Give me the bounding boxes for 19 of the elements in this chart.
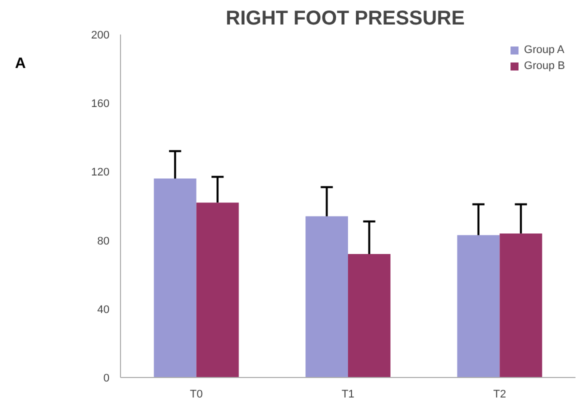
bar bbox=[457, 235, 500, 378]
y-tick-label: 120 bbox=[91, 166, 110, 179]
y-tick-label: 40 bbox=[97, 304, 110, 316]
y-tick-label: 80 bbox=[97, 235, 110, 248]
x-tick-label: T1 bbox=[342, 388, 354, 400]
legend-label: Group B bbox=[524, 60, 565, 72]
y-tick-label: 200 bbox=[91, 30, 110, 42]
bar bbox=[154, 178, 196, 378]
x-tick-label: T2 bbox=[493, 388, 506, 400]
y-tick-label: 160 bbox=[91, 98, 110, 110]
y-tick-label: 0 bbox=[103, 372, 110, 384]
bar bbox=[348, 254, 390, 378]
chart-title: RIGHT FOOT PRESSURE bbox=[226, 8, 465, 30]
bar bbox=[500, 233, 542, 378]
bar bbox=[306, 216, 348, 378]
x-tick-label: T0 bbox=[190, 388, 203, 400]
bar bbox=[196, 202, 239, 378]
legend-label: Group A bbox=[524, 44, 564, 56]
text: A bbox=[15, 54, 26, 74]
